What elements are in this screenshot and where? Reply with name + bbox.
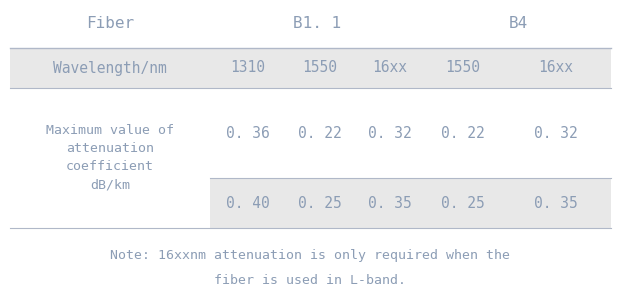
Text: 1310: 1310 (230, 60, 265, 76)
Text: 0. 35: 0. 35 (533, 195, 578, 210)
Text: 0. 36: 0. 36 (225, 126, 270, 140)
Text: Note: 16xxnm attenuation is only required when the: Note: 16xxnm attenuation is only require… (111, 249, 510, 262)
Text: 16xx: 16xx (373, 60, 407, 76)
Text: 0. 40: 0. 40 (225, 195, 270, 210)
Text: B1. 1: B1. 1 (294, 17, 342, 31)
Bar (10, 48, 611, 88)
Text: 16xx: 16xx (538, 60, 573, 76)
Text: fiber is used in L-band.: fiber is used in L-band. (214, 274, 407, 287)
Text: 0. 22: 0. 22 (298, 126, 342, 140)
Text: 1550: 1550 (445, 60, 480, 76)
Text: Fiber: Fiber (86, 17, 134, 31)
Text: 0. 25: 0. 25 (298, 195, 342, 210)
Text: 0. 32: 0. 32 (533, 126, 578, 140)
Text: 0. 32: 0. 32 (368, 126, 412, 140)
Text: 0. 25: 0. 25 (441, 195, 484, 210)
Text: 0. 22: 0. 22 (441, 126, 484, 140)
Bar (210, 178, 611, 228)
Text: Maximum value of
attenuation
coefficient
dB/km: Maximum value of attenuation coefficient… (46, 124, 174, 191)
Text: 0. 35: 0. 35 (368, 195, 412, 210)
Text: B4: B4 (509, 17, 528, 31)
Text: 1550: 1550 (302, 60, 337, 76)
Text: Wavelength/nm: Wavelength/nm (53, 60, 167, 76)
